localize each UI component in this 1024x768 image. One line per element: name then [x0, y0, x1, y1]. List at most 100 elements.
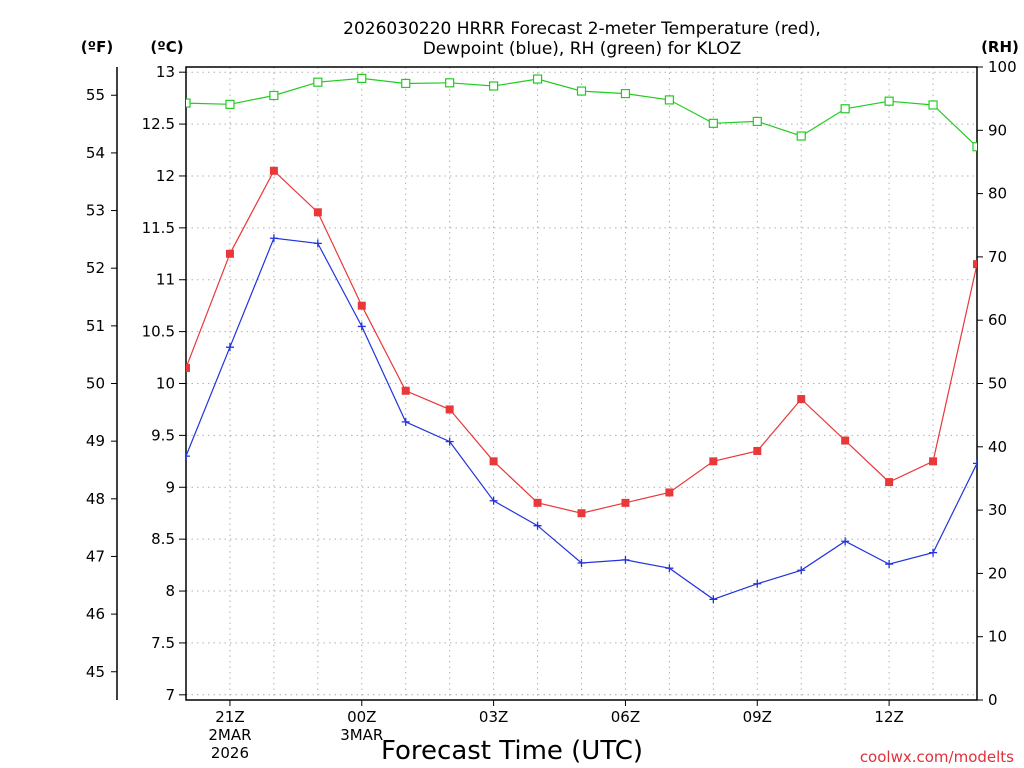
rh-tick-label: 40 [988, 438, 1007, 456]
rh-tick-label: 70 [988, 248, 1007, 266]
dewpoint-point [489, 496, 498, 505]
celsius-tick-label: 11 [156, 271, 175, 289]
dewpoint-point [885, 560, 894, 569]
dewpoint-point [841, 537, 850, 546]
dewpoint-point [577, 559, 586, 568]
dewpoint-point [269, 234, 278, 243]
fahrenheit-tick-label: 48 [86, 490, 105, 508]
temperature-point [885, 478, 894, 487]
fahrenheit-tick-label: 45 [86, 663, 105, 681]
fahrenheit-tick-label: 52 [86, 259, 105, 277]
x-tick-label: 09Z [743, 708, 772, 726]
source-credit: coolwx.com/modelts [860, 748, 1014, 766]
dewpoint-point [445, 437, 454, 446]
rh-point [269, 90, 279, 101]
rh-tick-label: 10 [988, 628, 1007, 646]
temperature-point [533, 498, 542, 507]
x-tick-label: 2026 [211, 744, 249, 762]
x-tick-label: 03Z [479, 708, 508, 726]
celsius-tick-label: 7 [165, 686, 175, 704]
rh-point [225, 99, 235, 109]
temperature-point [665, 488, 674, 497]
rh-point [796, 131, 806, 141]
temperature-point [357, 301, 366, 310]
dewpoint-point [973, 459, 977, 468]
dewpoint-point [753, 579, 762, 588]
fahrenheit-tick-label: 46 [86, 605, 105, 623]
temperature-series [186, 166, 977, 518]
temperature-point [929, 457, 938, 466]
chart-title-line-1: 2026030220 HRRR Forecast 2-meter Tempera… [343, 19, 821, 39]
dewpoint-point [533, 521, 542, 530]
rh-tick-label: 30 [988, 501, 1007, 519]
rh-point [313, 77, 323, 87]
temperature-point [709, 457, 718, 466]
temperature-point [577, 509, 586, 518]
celsius-tick-label: 12.5 [142, 115, 175, 133]
chart-title-line-2: Dewpoint (blue), RH (green) for KLOZ [423, 39, 742, 59]
fahrenheit-tick-label: 53 [86, 202, 105, 220]
dewpoint-line [186, 237, 977, 600]
dewpoint-point [929, 548, 938, 557]
celsius-tick-label: 10 [156, 375, 175, 393]
rh-tick-label: 60 [988, 311, 1007, 329]
dewpoint-point [665, 564, 674, 573]
rh-tick-label: 50 [988, 375, 1007, 393]
rh-point [445, 78, 455, 88]
rh-tick-label: 100 [988, 58, 1017, 76]
rh-series [186, 73, 977, 152]
dewpoint-point [709, 595, 718, 604]
fahrenheit-tick-label: 47 [86, 547, 105, 565]
celsius-tick-label: 9.5 [151, 426, 175, 444]
rh-point [708, 118, 718, 128]
celsius-tick-label: 9 [165, 478, 175, 496]
dewpoint-point [621, 555, 630, 564]
x-tick-label: 12Z [874, 708, 903, 726]
temperature-point [313, 208, 322, 217]
celsius-tick-label: 8 [165, 582, 175, 600]
fahrenheit-tick-label: 51 [86, 317, 105, 335]
data-series [186, 73, 977, 604]
temperature-point [445, 405, 454, 414]
celsius-unit-label: (ºC) [150, 38, 183, 56]
rh-unit-label: (RH) [981, 38, 1019, 56]
grid-lines [186, 67, 977, 700]
x-tick-label: 3MAR [340, 726, 383, 744]
rh-tick-label: 80 [988, 185, 1007, 203]
x-tick-label: 06Z [611, 708, 640, 726]
x-tick-label: 2MAR [208, 726, 251, 744]
dewpoint-point [797, 566, 806, 575]
rh-point [186, 98, 191, 108]
x-tick-label: 00Z [347, 708, 376, 726]
plot-frame [185, 66, 978, 701]
rh-tick-label: 90 [988, 121, 1007, 139]
temperature-point [225, 249, 234, 258]
dewpoint-point [186, 452, 190, 461]
celsius-tick-label: 13 [156, 63, 175, 81]
dewpoint-point [313, 239, 322, 248]
rh-point [576, 86, 587, 96]
celsius-tick-label: 7.5 [151, 634, 175, 652]
fahrenheit-tick-label: 54 [86, 144, 105, 162]
dewpoint-point [357, 322, 366, 331]
celsius-tick-label: 12 [156, 167, 175, 185]
rh-point [401, 78, 411, 89]
rh-point [884, 96, 894, 106]
temperature-point [973, 260, 977, 269]
rh-point [752, 116, 762, 127]
rh-point [664, 95, 674, 105]
fahrenheit-tick-label: 49 [86, 432, 105, 450]
temperature-point [797, 395, 806, 404]
rh-point [840, 104, 850, 114]
temperature-point [753, 446, 762, 455]
tick-labels: 7 7.5 8 8.5 9 9.5 10 10.5 11 11.5 12 12.5 13 45 46 47 48… [86, 58, 1017, 762]
rh-point [532, 74, 543, 84]
rh-point [928, 100, 938, 110]
temperature-point [186, 363, 190, 372]
axes [111, 66, 983, 706]
rh-point [489, 81, 499, 91]
fahrenheit-tick-label: 50 [86, 375, 105, 393]
x-axis-label: Forecast Time (UTC) [381, 736, 643, 766]
fahrenheit-tick-label: 55 [86, 86, 105, 104]
dewpoint-point [225, 343, 234, 352]
